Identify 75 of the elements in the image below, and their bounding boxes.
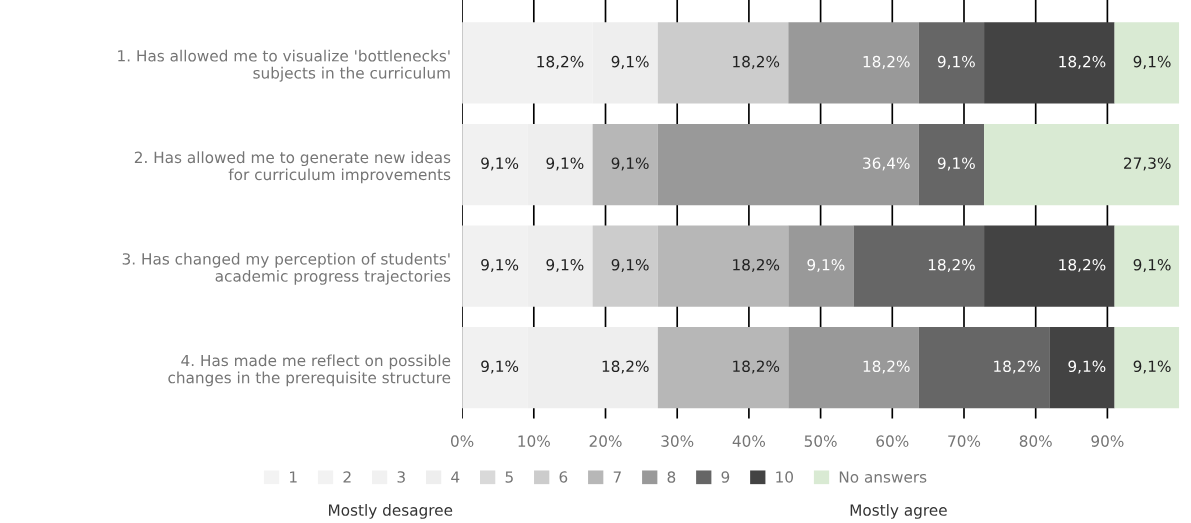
data-label: 18,2% <box>928 258 975 273</box>
bar <box>1114 22 1180 104</box>
bar <box>984 123 1180 206</box>
bar <box>1114 225 1180 307</box>
bar <box>788 327 919 409</box>
x-tick-label: 80% <box>1019 435 1052 447</box>
data-label: 9,1% <box>481 258 519 273</box>
bar <box>984 225 1115 307</box>
data-label: 9,1% <box>611 258 649 273</box>
x-tick-label: 50% <box>804 435 837 447</box>
y-tick-label: 4. Has made me reflect on possible changes in the prerequisite structure <box>168 354 451 387</box>
text: Mostly agree <box>850 504 947 519</box>
data-label: 9,1% <box>1133 360 1171 374</box>
bar <box>918 123 985 206</box>
legend-label: 8 <box>667 471 676 483</box>
data-label: 9,1% <box>807 258 845 273</box>
data-label: 18,2% <box>733 55 780 69</box>
bar <box>1049 327 1115 409</box>
legend-label: 6 <box>559 471 568 483</box>
x-tick-label: 40% <box>732 435 766 447</box>
legend-label: No answers <box>839 471 927 483</box>
legend-label: 2 <box>343 471 351 483</box>
x-tick-label: 70% <box>948 435 981 447</box>
legend-label: 5 <box>505 471 513 483</box>
bar <box>592 225 658 307</box>
bar <box>592 123 658 206</box>
text: Mostly desagree <box>329 504 453 519</box>
x-tick-label: 90% <box>1091 435 1124 447</box>
data-label: 9,1% <box>611 55 649 69</box>
x-tick-label: 30% <box>661 435 694 447</box>
y-tick-label: 3. Has changed my perception of students' academic progress trajectories <box>122 252 451 285</box>
bar <box>918 22 985 104</box>
data-label: 27,3% <box>1124 157 1171 171</box>
bar <box>657 123 919 206</box>
x-tick-label: 20% <box>589 435 622 447</box>
data-label: 9,1% <box>481 157 519 171</box>
data-label: 9,1% <box>1068 360 1106 374</box>
bar <box>657 22 789 104</box>
data-label: 9,1% <box>546 157 584 171</box>
data-label: 18,2% <box>1059 258 1106 273</box>
data-label: 9,1% <box>937 55 975 69</box>
y-tick-label: 1. Has allowed me to visualize 'bottlenecks' subjects in the curriculum <box>118 49 450 82</box>
legend-label: 4 <box>451 471 460 483</box>
data-label: 9,1% <box>1133 258 1171 273</box>
y-tick-label: 2. Has allowed me to generate new ideas for curriculum improvements <box>134 151 451 184</box>
data-label: 18,2% <box>863 360 910 374</box>
data-label: 9,1% <box>481 360 519 374</box>
bar <box>657 327 789 409</box>
legend-label: 10 <box>776 471 794 483</box>
data-label: 36,4% <box>863 157 910 171</box>
data-label: 18,2% <box>863 55 910 69</box>
data-label: 18,2% <box>994 360 1041 374</box>
bar <box>788 225 854 307</box>
bar <box>657 225 789 307</box>
x-tick-label: 60% <box>876 435 909 447</box>
bar <box>918 327 1050 409</box>
bar <box>1114 327 1180 409</box>
data-label: 9,1% <box>1133 55 1171 69</box>
bar <box>853 225 985 307</box>
bar <box>984 22 1115 104</box>
legend-label: 1 <box>290 471 297 483</box>
data-label: 18,2% <box>537 55 584 69</box>
x-tick-label: 10% <box>518 435 550 447</box>
data-label: 9,1% <box>611 157 649 171</box>
legend-label: 7 <box>613 471 621 483</box>
data-label: 9,1% <box>546 258 584 273</box>
legend-label: 3 <box>397 471 405 483</box>
data-label: 18,2% <box>1059 55 1106 69</box>
bar <box>788 22 919 104</box>
legend-label: 9 <box>721 471 730 483</box>
data-label: 9,1% <box>937 157 975 171</box>
data-label: 18,2% <box>733 360 780 374</box>
x-tick-label: 0% <box>451 435 474 447</box>
data-label: 18,2% <box>733 258 780 273</box>
data-label: 18,2% <box>602 360 649 374</box>
